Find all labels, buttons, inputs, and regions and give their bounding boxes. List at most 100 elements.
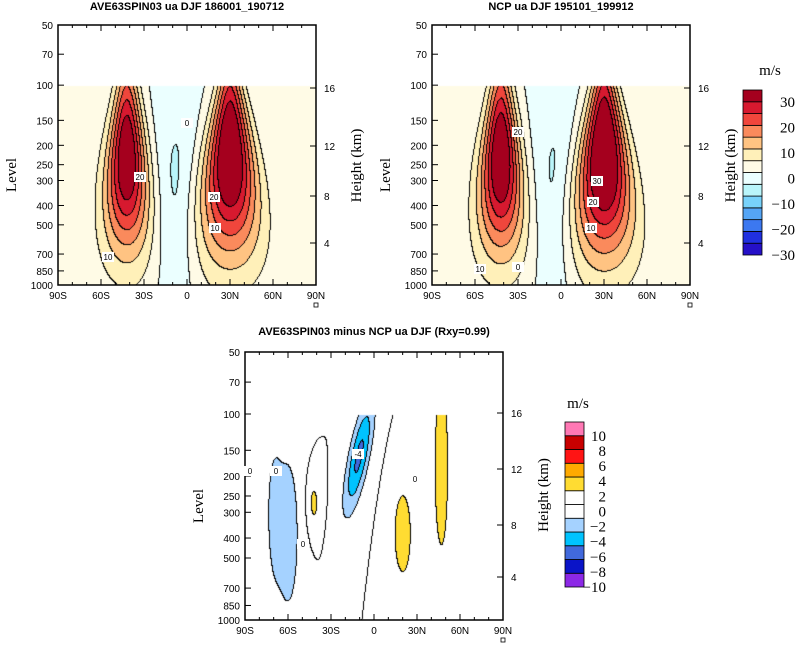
colorbar-box [742,183,763,197]
y-tick-label: 700 [410,250,427,261]
x-tick-label: 30N [221,291,239,302]
contour-label: -4 [354,450,362,459]
contour-label-bg [181,118,193,128]
contour-label-bg [270,466,282,476]
y-tick-label: 400 [223,534,240,545]
y-tick-label: 100 [223,410,240,421]
y-tick-label: 150 [223,446,240,457]
y-tick-label: 250 [223,492,240,503]
colorbar-label: 20 [780,120,795,136]
height-axis-label: Height (km) [536,458,552,532]
y-tick-label: 1000 [405,281,428,292]
colorbar-box [564,435,585,450]
contour-label-bg [297,539,309,549]
contour-label-bg [352,449,364,459]
height-tick-label: 4 [698,239,704,250]
colorbar-label: −6 [590,550,606,566]
height-tick-label: 12 [511,465,523,476]
plot-frame [431,24,691,286]
colorbar-units: m/s [759,63,781,79]
colorbar-box [742,242,763,256]
colorbar-label: 0 [788,171,796,187]
colorbar-box [564,449,585,464]
contour-label: 20 [514,128,523,137]
contour-label: 0 [301,540,306,549]
height-tick-label: 12 [324,142,336,153]
x-tick-label: 30N [408,626,426,637]
colorbar-box [742,160,763,173]
y-tick-label: 850 [223,601,240,612]
plot-frame [57,24,317,286]
x-tick-label: 30S [509,291,527,302]
y-tick-label: 850 [410,267,427,278]
height-tick-label: 4 [511,573,517,584]
colorbar-label: −8 [590,565,606,581]
colorbar-box [742,89,763,103]
y-tick-label: 100 [36,81,53,92]
colorbar-label: −20 [772,222,795,238]
y-tick-label: 200 [36,141,53,152]
contour-label: 20 [210,193,219,202]
colorbar-box [742,148,763,162]
height-tick-label: 8 [511,521,517,532]
height-axis-label: Height (km) [349,129,365,203]
y-tick-label: 300 [410,177,427,188]
colorbar-label: −2 [590,520,606,536]
x-tick-label: 90N [681,291,699,302]
y-tick-label: 1000 [218,616,241,627]
colorbar-box [742,219,763,232]
colorbar-box [564,572,585,588]
height-tick-label: 8 [324,192,330,203]
y-tick-label: 200 [410,141,427,152]
y-tick-label: 100 [410,81,427,92]
x-tick-label: 60N [264,291,282,302]
y-axis-label: Level [378,158,394,192]
colorbar-label: 8 [599,444,607,460]
y-tick-label: 200 [223,472,240,483]
contour-label: 30 [593,177,602,186]
contour-fill-1 [58,25,316,285]
y-tick-label: 150 [410,116,427,127]
height-tick-label: 4 [324,239,330,250]
contour-label-bg [591,176,603,186]
colorbar-units: m/s [567,396,589,412]
contour-fill-3 [245,352,503,620]
y-tick-label: 700 [36,250,53,261]
colorbar-box [742,101,763,114]
colorbar-label: 4 [599,474,607,490]
contour-label: 0 [185,119,190,128]
contour-label-bg [587,197,599,207]
colorbar-label: 2 [599,489,607,505]
y-tick-label: 850 [36,267,53,278]
marker [500,637,506,643]
height-tick-label: 16 [698,84,710,95]
y-tick-label: 50 [229,348,241,359]
colorbar-box [742,113,763,126]
x-tick-label: 30S [135,291,153,302]
y-tick-label: 70 [416,50,428,61]
x-tick-label: 30S [322,626,340,637]
contour-label-bg [102,252,114,262]
contour-label-bg [474,264,486,274]
contour-label-bg [209,223,221,233]
contour-label-bg [512,127,524,137]
colorbar-box [742,136,763,150]
x-tick-label: 60N [451,626,469,637]
y-tick-label: 70 [229,378,241,389]
contour-label: 10 [104,253,113,262]
colorbar-box [564,531,585,547]
colorbar-label: 6 [599,459,607,475]
y-tick-label: 50 [416,21,428,32]
panel-title: AVE63SPIN03 minus NCP ua DJF (Rxy=0.99) [258,326,490,338]
contour-label-bg [512,262,524,272]
x-tick-label: 30N [595,291,613,302]
colorbar-box [564,517,585,533]
y-tick-label: 500 [410,221,427,232]
colorbar-box [742,231,763,244]
y-axis-label: Level [191,489,207,523]
contour-label: 0 [516,263,521,272]
contour-label: 10 [476,265,485,274]
x-tick-label: 90N [494,626,512,637]
y-tick-label: 300 [36,177,53,188]
panel-title: NCP ua DJF 195101_199912 [488,1,634,13]
